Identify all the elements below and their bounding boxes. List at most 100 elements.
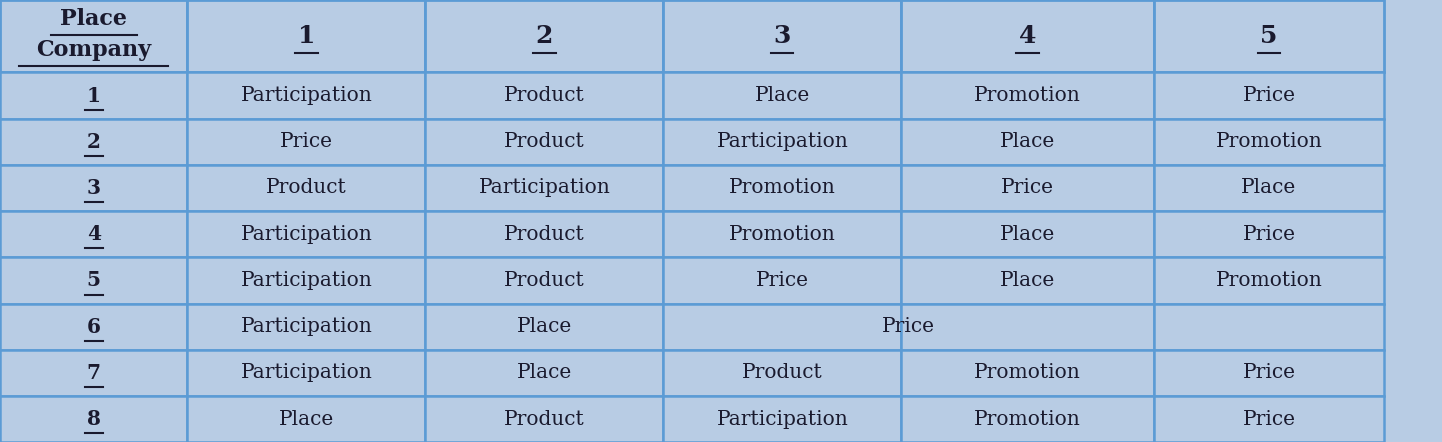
Text: Price: Price [1243, 410, 1295, 429]
Bar [425, 118, 663, 165]
Text: Participation: Participation [241, 225, 372, 244]
Text: 7: 7 [87, 363, 101, 383]
Bar [425, 211, 663, 257]
Text: 8: 8 [87, 409, 101, 429]
Bar [663, 0, 901, 72]
Bar [663, 211, 901, 257]
Bar [901, 0, 1154, 72]
Text: 2: 2 [535, 24, 554, 48]
Bar [425, 165, 663, 211]
Text: 3: 3 [87, 178, 101, 198]
Bar [0, 350, 187, 396]
Text: Product: Product [505, 225, 584, 244]
Text: Place: Place [61, 8, 127, 30]
Text: Product: Product [505, 410, 584, 429]
Bar [901, 350, 1154, 396]
Bar [187, 72, 425, 118]
Bar [663, 396, 901, 442]
Bar [901, 257, 1154, 304]
Bar [663, 350, 901, 396]
Bar [425, 396, 663, 442]
Bar [901, 118, 1154, 165]
Text: 6: 6 [87, 316, 101, 337]
Text: Participation: Participation [717, 410, 848, 429]
Text: Participation: Participation [479, 179, 610, 198]
Text: 4: 4 [1018, 24, 1037, 48]
Bar [663, 118, 901, 165]
Bar [187, 165, 425, 211]
Text: 1: 1 [87, 85, 101, 106]
Text: Place: Place [516, 317, 572, 336]
Text: Promotion: Promotion [973, 86, 1082, 105]
Text: Promotion: Promotion [1216, 271, 1322, 290]
Text: Price: Price [883, 317, 934, 336]
Bar [187, 350, 425, 396]
Bar [0, 72, 187, 118]
Text: Price: Price [1243, 225, 1295, 244]
Bar [663, 257, 901, 304]
Text: Participation: Participation [241, 363, 372, 382]
Text: Product: Product [505, 132, 584, 151]
Bar [0, 257, 187, 304]
Bar [425, 0, 663, 72]
Bar [1154, 396, 1384, 442]
Bar [663, 304, 901, 350]
Text: Promotion: Promotion [973, 363, 1082, 382]
Bar [187, 0, 425, 72]
Text: 2: 2 [87, 132, 101, 152]
Bar [425, 72, 663, 118]
Text: Price: Price [1001, 179, 1054, 198]
Text: 4: 4 [87, 224, 101, 244]
Bar [1154, 165, 1384, 211]
Text: Product: Product [505, 86, 584, 105]
Text: 5: 5 [87, 271, 101, 290]
Text: Place: Place [754, 86, 810, 105]
Text: Price: Price [280, 132, 333, 151]
Bar [425, 350, 663, 396]
Bar [901, 72, 1154, 118]
Bar [187, 396, 425, 442]
Text: Participation: Participation [241, 317, 372, 336]
Text: 5: 5 [1260, 24, 1278, 48]
Bar [1154, 304, 1384, 350]
Text: Promotion: Promotion [728, 179, 836, 198]
Text: Place: Place [999, 225, 1056, 244]
Text: 1: 1 [297, 24, 316, 48]
Bar [1154, 257, 1384, 304]
Text: Company: Company [36, 39, 151, 61]
Bar [901, 211, 1154, 257]
Bar [0, 396, 187, 442]
Text: Participation: Participation [241, 86, 372, 105]
Text: Price: Price [1243, 363, 1295, 382]
Bar [663, 165, 901, 211]
Bar [1154, 211, 1384, 257]
Bar [1154, 350, 1384, 396]
Text: Place: Place [1242, 179, 1296, 198]
Bar [901, 165, 1154, 211]
Bar [0, 304, 187, 350]
Text: Price: Price [756, 271, 809, 290]
Text: Place: Place [516, 363, 572, 382]
Bar [663, 72, 901, 118]
Text: Product: Product [505, 271, 584, 290]
Text: Product: Product [267, 179, 346, 198]
Text: Participation: Participation [241, 271, 372, 290]
Text: Place: Place [999, 271, 1056, 290]
Bar [0, 118, 187, 165]
Bar [187, 304, 425, 350]
Text: Product: Product [743, 363, 822, 382]
Text: 3: 3 [773, 24, 792, 48]
Text: Participation: Participation [717, 132, 848, 151]
Bar [425, 257, 663, 304]
Bar [1154, 0, 1384, 72]
Bar [901, 396, 1154, 442]
Bar [187, 257, 425, 304]
Bar [187, 118, 425, 165]
Bar [0, 165, 187, 211]
Bar [187, 211, 425, 257]
Bar [1154, 72, 1384, 118]
Text: Place: Place [999, 132, 1056, 151]
Bar [0, 211, 187, 257]
Text: Promotion: Promotion [728, 225, 836, 244]
Text: Price: Price [1243, 86, 1295, 105]
